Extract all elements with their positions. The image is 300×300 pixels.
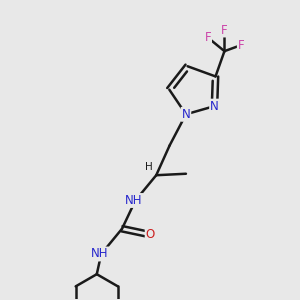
Text: N: N (210, 100, 219, 112)
Text: F: F (221, 24, 228, 37)
Text: O: O (146, 228, 155, 241)
Text: NH: NH (91, 248, 109, 260)
Text: F: F (238, 39, 244, 52)
Text: H: H (145, 162, 153, 172)
Text: F: F (205, 31, 211, 44)
Text: NH: NH (125, 194, 143, 207)
Text: N: N (182, 108, 190, 121)
